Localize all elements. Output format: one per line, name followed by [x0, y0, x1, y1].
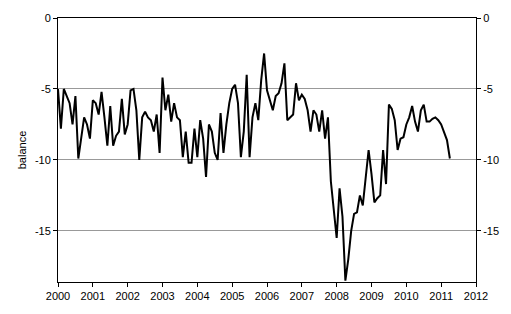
svg-text:-15: -15 — [483, 225, 499, 237]
svg-text:2011: 2011 — [429, 290, 453, 302]
svg-text:2006: 2006 — [255, 290, 279, 302]
svg-text:2010: 2010 — [394, 290, 418, 302]
svg-text:2009: 2009 — [359, 290, 383, 302]
svg-text:2003: 2003 — [150, 290, 174, 302]
svg-text:2007: 2007 — [290, 290, 314, 302]
svg-text:2004: 2004 — [185, 290, 209, 302]
svg-text:2001: 2001 — [81, 290, 105, 302]
svg-text:2000: 2000 — [46, 290, 70, 302]
svg-text:-10: -10 — [483, 154, 499, 166]
svg-text:0: 0 — [45, 12, 51, 24]
svg-text:2012: 2012 — [464, 290, 488, 302]
svg-text:-10: -10 — [35, 154, 51, 166]
svg-text:0: 0 — [483, 12, 489, 24]
svg-text:-15: -15 — [35, 225, 51, 237]
svg-text:2002: 2002 — [115, 290, 139, 302]
svg-text:2005: 2005 — [220, 290, 244, 302]
svg-text:-5: -5 — [483, 83, 493, 95]
svg-text:balance: balance — [16, 131, 28, 170]
svg-text:2008: 2008 — [324, 290, 348, 302]
svg-text:-5: -5 — [41, 83, 51, 95]
